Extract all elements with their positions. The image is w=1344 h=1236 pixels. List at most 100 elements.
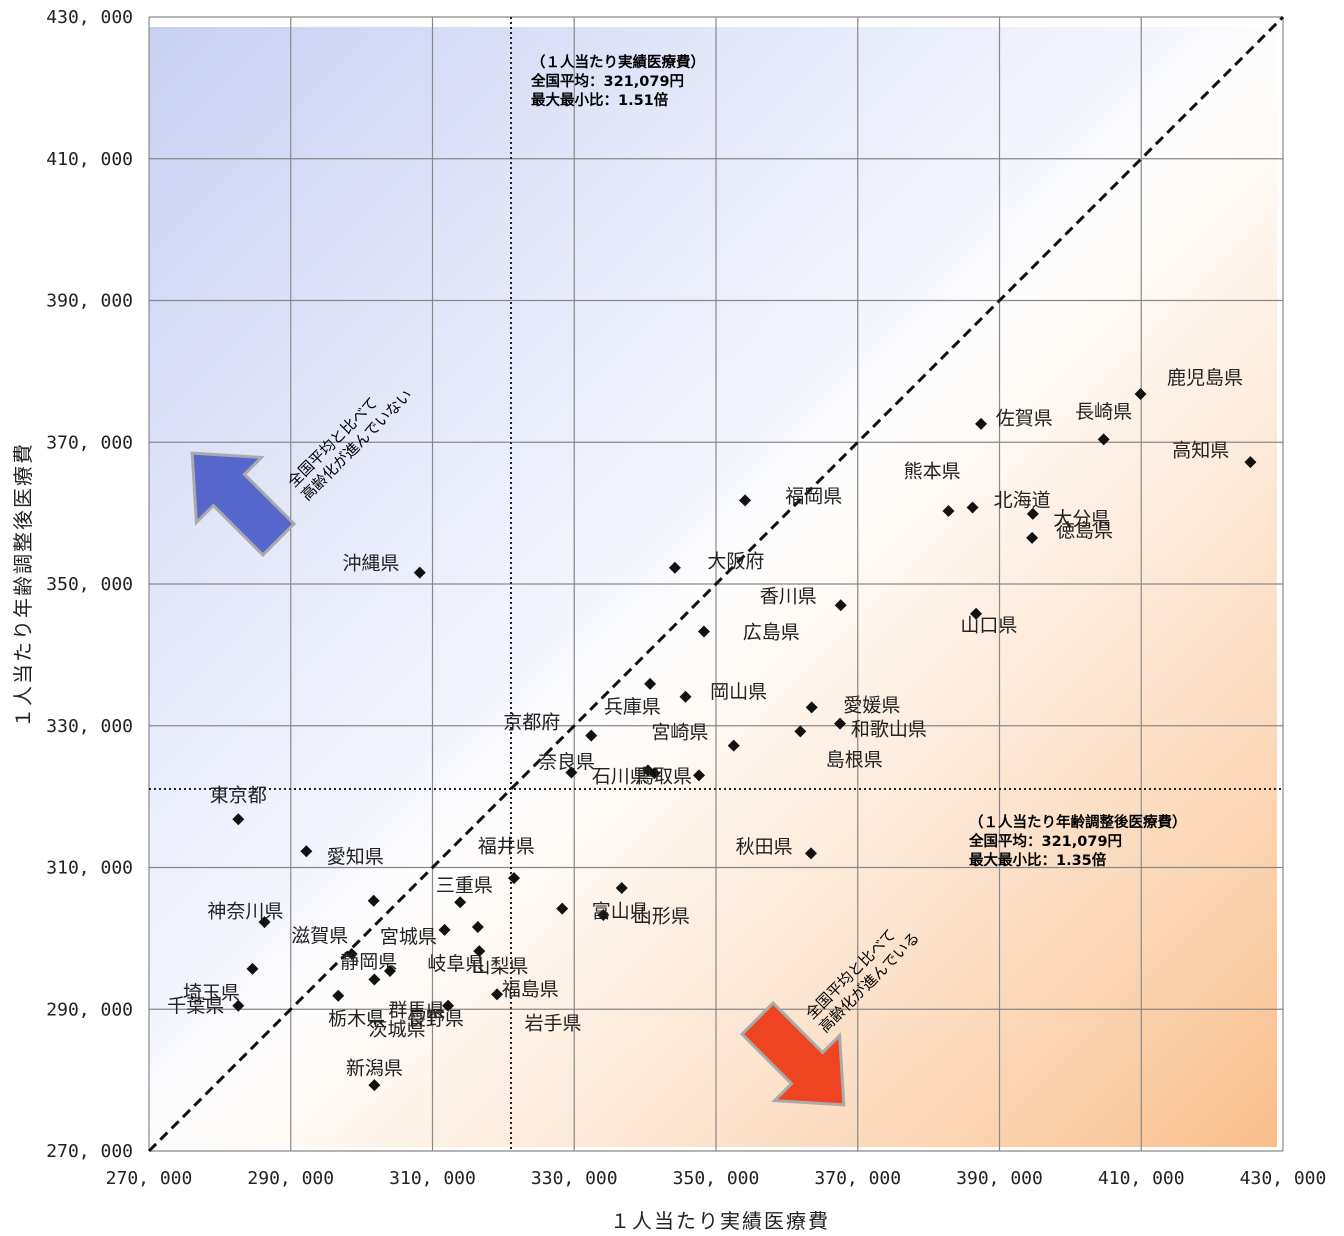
point-label: 福島県 bbox=[502, 979, 559, 1001]
point-label: 岩手県 bbox=[524, 1013, 581, 1035]
arrow-down-right bbox=[739, 1000, 846, 1107]
data-point bbox=[1134, 388, 1147, 401]
right-note-line: （１人当たり年齢調整後医療費） bbox=[969, 813, 1187, 831]
arrow-up-left-shape bbox=[190, 451, 297, 558]
background-gradient bbox=[149, 27, 1277, 1147]
data-point bbox=[1026, 531, 1039, 544]
data-point bbox=[454, 896, 467, 909]
x-tick-label: 350, 000 bbox=[673, 1168, 760, 1189]
data-point bbox=[565, 766, 578, 779]
point-label: 長野県 bbox=[407, 1008, 464, 1030]
data-point bbox=[438, 923, 451, 936]
data-point bbox=[383, 964, 396, 977]
point-label: 福岡県 bbox=[785, 485, 842, 507]
x-tick-label: 410, 000 bbox=[1098, 1168, 1185, 1189]
point-label: 千葉県 bbox=[167, 995, 224, 1017]
axis-ticks: 270, 000 290, 000 310, 000 330, 000 350, 000… bbox=[46, 7, 1326, 1189]
point-label: 大阪府 bbox=[707, 551, 764, 573]
data-point bbox=[697, 625, 710, 638]
data-points bbox=[232, 388, 1257, 1092]
arrow-down-right-shape bbox=[739, 1000, 846, 1107]
point-label: 和歌山県 bbox=[851, 719, 927, 741]
x-tick-label: 330, 000 bbox=[531, 1168, 618, 1189]
top-note: （１人当たり実績医療費）全国平均：321,079円最大最小比：1.51倍 bbox=[530, 53, 705, 109]
top-note-line: 全国平均：321,079円 bbox=[530, 72, 684, 90]
point-label: 群馬県 bbox=[388, 999, 445, 1021]
point-label: 兵庫県 bbox=[604, 696, 661, 718]
data-point bbox=[805, 701, 818, 714]
data-point bbox=[345, 947, 358, 960]
point-label: 岡山県 bbox=[710, 681, 767, 703]
diagonal-dashed-line bbox=[147, 15, 1285, 1153]
point-label: 三重県 bbox=[436, 875, 493, 897]
point-label: 石川県 bbox=[592, 765, 649, 787]
data-point bbox=[970, 607, 983, 620]
point-label: 山形県 bbox=[633, 906, 690, 928]
data-point bbox=[679, 690, 692, 703]
point-label: 大分県 bbox=[1053, 508, 1110, 530]
data-point bbox=[490, 988, 503, 1001]
data-point bbox=[232, 813, 245, 826]
point-label: 北海道 bbox=[994, 490, 1051, 512]
y-tick-label: 290, 000 bbox=[46, 999, 133, 1020]
point-label: 熊本県 bbox=[904, 461, 961, 483]
data-point bbox=[300, 845, 313, 858]
point-label: 山梨県 bbox=[471, 955, 528, 977]
data-point bbox=[368, 973, 381, 986]
right-note-line: 全国平均：321,079円 bbox=[968, 832, 1122, 850]
point-label: 愛媛県 bbox=[843, 694, 900, 716]
data-point bbox=[471, 921, 484, 934]
data-point bbox=[1026, 507, 1039, 520]
data-point bbox=[942, 504, 955, 517]
data-point bbox=[1097, 433, 1110, 446]
data-point bbox=[834, 599, 847, 612]
x-axis-title: １人当たり実績医療費 bbox=[610, 1209, 830, 1233]
x-tick-label: 430, 000 bbox=[1240, 1168, 1327, 1189]
y-tick-label: 410, 000 bbox=[46, 149, 133, 170]
data-point bbox=[692, 769, 705, 782]
point-label: 愛知県 bbox=[327, 846, 384, 868]
data-point bbox=[368, 1079, 381, 1092]
data-point bbox=[727, 739, 740, 752]
data-point bbox=[367, 894, 380, 907]
point-label: 佐賀県 bbox=[996, 407, 1053, 429]
data-point bbox=[668, 561, 681, 574]
data-point bbox=[585, 729, 598, 742]
x-tick-label: 390, 000 bbox=[956, 1168, 1043, 1189]
point-label: 秋田県 bbox=[736, 836, 793, 858]
y-tick-label: 330, 000 bbox=[46, 716, 133, 737]
data-point bbox=[644, 677, 657, 690]
point-label: 神奈川県 bbox=[207, 901, 283, 923]
top-note-line: 最大最小比：1.51倍 bbox=[531, 91, 669, 109]
y-axis-title: １人当たり年齢調整後医療費 bbox=[11, 442, 35, 728]
point-label: 福井県 bbox=[478, 836, 535, 858]
point-label: 茨城県 bbox=[369, 1018, 426, 1040]
data-point bbox=[473, 945, 486, 958]
data-point bbox=[508, 872, 521, 885]
point-label: 山口県 bbox=[960, 614, 1017, 636]
y-tick-label: 370, 000 bbox=[46, 432, 133, 453]
diagonal-line bbox=[147, 15, 1285, 1153]
point-label: 新潟県 bbox=[346, 1057, 403, 1079]
point-label: 宮城県 bbox=[380, 926, 437, 948]
point-label: 富山県 bbox=[592, 901, 649, 923]
point-label: 長崎県 bbox=[1075, 401, 1132, 423]
data-point bbox=[246, 962, 259, 975]
right-note: （１人当たり年齢調整後医療費）全国平均：321,079円最大最小比：1.35倍 bbox=[968, 813, 1187, 869]
data-point bbox=[834, 717, 847, 730]
x-tick-label: 310, 000 bbox=[389, 1168, 476, 1189]
data-point bbox=[556, 902, 569, 915]
point-label: 鹿児島県 bbox=[1167, 367, 1243, 389]
data-point bbox=[332, 989, 345, 1002]
data-point bbox=[804, 847, 817, 860]
point-label: 静岡県 bbox=[340, 951, 397, 973]
data-point bbox=[597, 908, 610, 921]
y-tick-label: 390, 000 bbox=[46, 291, 133, 312]
y-tick-label: 270, 000 bbox=[46, 1141, 133, 1162]
data-point bbox=[232, 999, 245, 1012]
point-label: 京都府 bbox=[503, 711, 560, 733]
data-point bbox=[975, 417, 988, 430]
point-label: 栃木県 bbox=[328, 1008, 385, 1030]
